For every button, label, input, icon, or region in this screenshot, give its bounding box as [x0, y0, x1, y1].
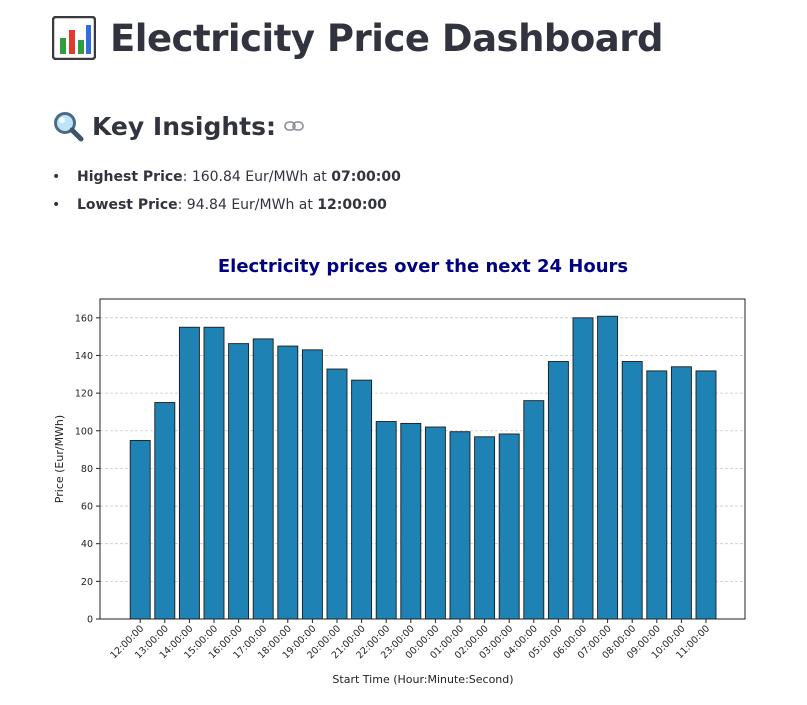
- y-tick-label: 0: [87, 615, 93, 626]
- bars: [129, 315, 717, 620]
- bar-23:00:00: [400, 422, 422, 620]
- y-tick-label: 60: [81, 502, 93, 513]
- y-ticks: 0 20 40 60 80 100 120 140 160: [75, 313, 100, 626]
- bar-16:00:00: [228, 343, 250, 620]
- insight-value: 160.84 Eur/MWh: [191, 169, 309, 185]
- insight-label: Highest Price: [77, 169, 183, 185]
- bar-19:00:00: [301, 349, 323, 620]
- link-icon[interactable]: [284, 120, 304, 132]
- x-axis-label: Start Time (Hour:Minute:Second): [332, 673, 513, 686]
- bar-05:00:00: [547, 361, 569, 620]
- y-tick-label: 160: [75, 313, 93, 324]
- insights-heading: Key Insights:: [52, 110, 304, 142]
- bar-03:00:00: [498, 433, 520, 620]
- bar-13:00:00: [154, 402, 176, 620]
- bar-11:00:00: [695, 370, 717, 620]
- price-bar-chart: Electricity prices over the next 24 Hour…: [53, 256, 746, 686]
- y-axis-label: Price (Eur/MWh): [53, 415, 66, 503]
- bar-20:00:00: [326, 368, 348, 620]
- insights-list: • Highest Price: 160.84 Eur/MWh at 07:00:…: [52, 166, 401, 222]
- bar-14:00:00: [178, 326, 200, 620]
- y-tick-label: 140: [75, 351, 93, 362]
- bar-00:00:00: [424, 426, 446, 620]
- y-tick-label: 80: [81, 464, 93, 475]
- chart-title: Electricity prices over the next 24 Hour…: [218, 256, 628, 277]
- bar-15:00:00: [203, 326, 225, 620]
- bar-21:00:00: [351, 379, 373, 620]
- page-title: Electricity Price Dashboard: [52, 16, 664, 60]
- list-item-highest-price: • Highest Price: 160.84 Eur/MWh at 07:00:…: [52, 169, 401, 185]
- insights-heading-text: Key Insights:: [92, 111, 276, 141]
- bar-chart-icon: [52, 16, 96, 60]
- bar-08:00:00: [621, 361, 643, 620]
- bar-17:00:00: [252, 338, 274, 620]
- x-ticks: 12:00:0013:00:0014:00:0015:00:0016:00:00…: [108, 619, 712, 661]
- plot-frame: [99, 298, 746, 620]
- bar-02:00:00: [474, 436, 496, 620]
- bar-04:00:00: [523, 400, 545, 620]
- bar-22:00:00: [375, 421, 397, 620]
- bar-18:00:00: [277, 345, 299, 620]
- bar-07:00:00: [597, 315, 619, 620]
- insight-label: Lowest Price: [77, 197, 178, 213]
- magnifying-glass-icon: [54, 112, 84, 142]
- bar-09:00:00: [646, 370, 668, 620]
- y-tick-label: 40: [81, 539, 93, 550]
- y-tick-label: 120: [75, 389, 93, 400]
- y-tick-label: 100: [75, 426, 93, 437]
- list-item-lowest-price: • Lowest Price: 94.84 Eur/MWh at 12:00:00: [52, 197, 387, 213]
- insight-time: 07:00:00: [331, 169, 401, 185]
- bar-10:00:00: [670, 366, 692, 620]
- y-tick-label: 20: [81, 577, 93, 588]
- insight-value: 94.84 Eur/MWh: [186, 197, 295, 213]
- bar-01:00:00: [449, 431, 471, 620]
- insight-time: 12:00:00: [317, 197, 387, 213]
- page-title-text: Electricity Price Dashboard: [110, 16, 664, 60]
- bar-12:00:00: [129, 440, 151, 620]
- bar-06:00:00: [572, 317, 594, 620]
